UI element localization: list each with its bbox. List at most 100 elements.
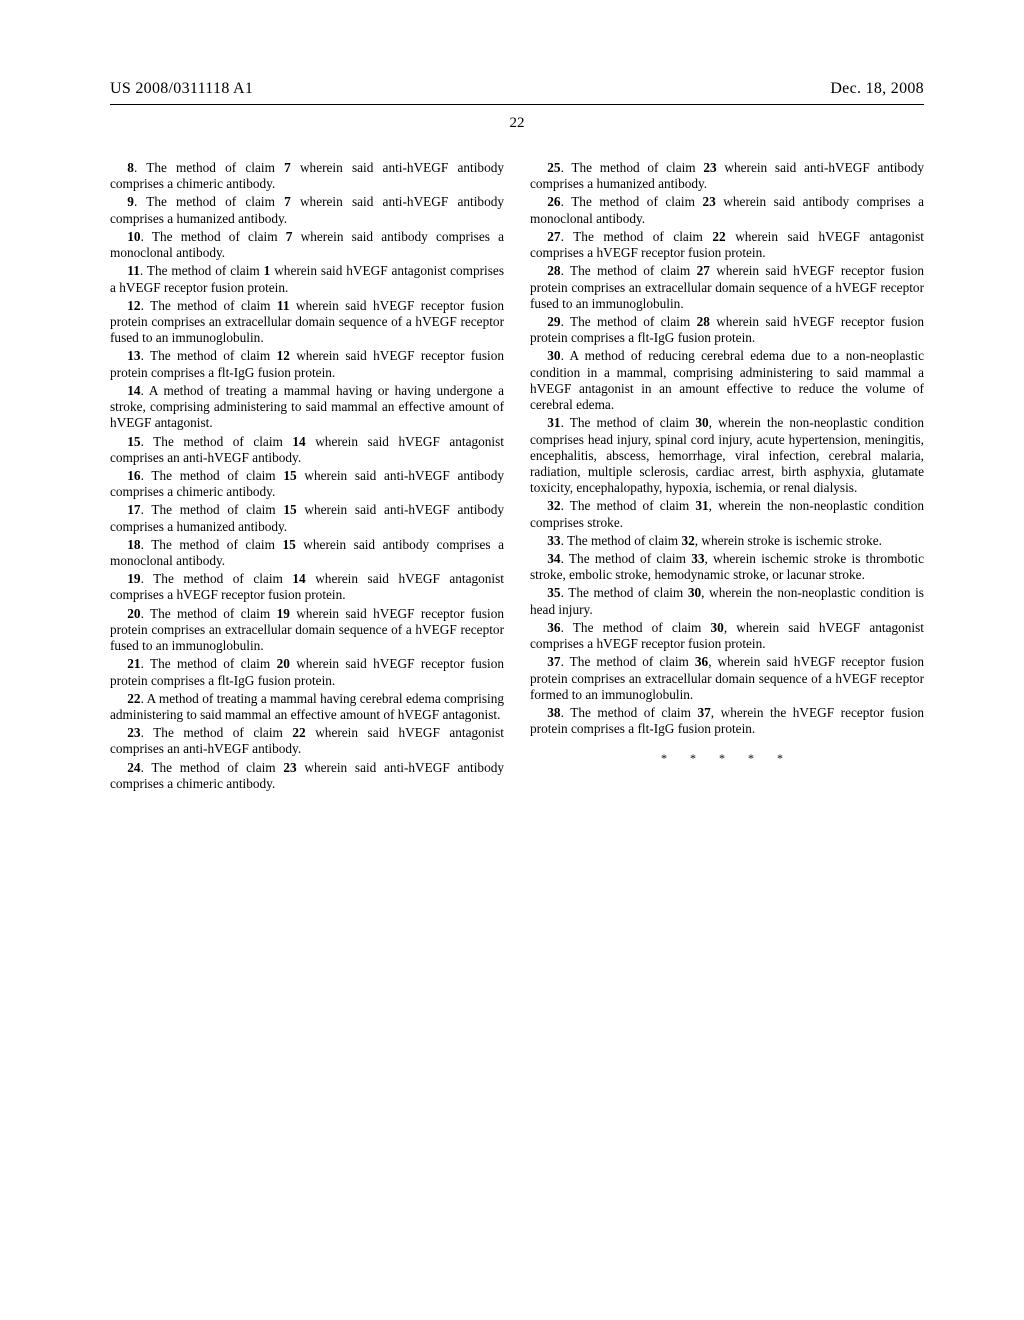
claim-ref: 22 <box>712 229 725 244</box>
claim-number: 12 <box>127 298 140 313</box>
claim-ref: 36 <box>695 654 708 669</box>
claim-ref: 11 <box>277 298 290 313</box>
claim-number: 25 <box>547 160 560 175</box>
claim-number: 16 <box>127 468 140 483</box>
claim-ref: 15 <box>282 537 295 552</box>
claim: 23. The method of claim 22 wherein said … <box>110 725 504 757</box>
claim-ref: 31 <box>695 498 708 513</box>
claim-text: . The method of claim <box>561 498 696 513</box>
claim: 18. The method of claim 15 wherein said … <box>110 537 504 569</box>
claim: 20. The method of claim 19 wherein said … <box>110 606 504 655</box>
claim-text: . The method of claim <box>141 606 277 621</box>
claim: 38. The method of claim 37, wherein the … <box>530 705 924 737</box>
claim-ref: 28 <box>697 314 710 329</box>
claim-text: . The method of claim <box>141 434 293 449</box>
claim: 34. The method of claim 33, wherein isch… <box>530 551 924 583</box>
claim-number: 9 <box>127 194 134 209</box>
claim: 30. A method of reducing cerebral edema … <box>530 348 924 413</box>
claim-ref: 14 <box>292 571 305 586</box>
claim-number: 35 <box>547 585 560 600</box>
claim: 19. The method of claim 14 wherein said … <box>110 571 504 603</box>
claim: 28. The method of claim 27 wherein said … <box>530 263 924 312</box>
claim-number: 31 <box>547 415 560 430</box>
claim-number: 18 <box>127 537 140 552</box>
claim-number: 38 <box>547 705 560 720</box>
claim-text: . The method of claim <box>561 705 698 720</box>
claim-ref: 19 <box>277 606 290 621</box>
page-number: 22 <box>110 115 924 132</box>
claim: 15. The method of claim 14 wherein said … <box>110 434 504 466</box>
claim: 37. The method of claim 36, wherein said… <box>530 654 924 703</box>
claim: 12. The method of claim 11 wherein said … <box>110 298 504 347</box>
claim-number: 32 <box>547 498 560 513</box>
claim-text: . A method of reducing cerebral edema du… <box>530 348 924 412</box>
end-of-claims-mark: * * * * * <box>530 751 924 766</box>
claim: 36. The method of claim 30, wherein said… <box>530 620 924 652</box>
claim-text: . The method of claim <box>561 551 692 566</box>
page-header: US 2008/0311118 A1 Dec. 18, 2008 <box>110 80 924 98</box>
claim: 33. The method of claim 32, wherein stro… <box>530 533 924 549</box>
claim-text: . The method of claim <box>561 585 688 600</box>
claim-text: . The method of claim <box>561 533 682 548</box>
claim-ref: 33 <box>691 551 704 566</box>
claim-number: 11 <box>127 263 140 278</box>
claim-ref: 15 <box>283 468 296 483</box>
claim-number: 15 <box>127 434 140 449</box>
claim-number: 26 <box>547 194 560 209</box>
claim-text: . The method of claim <box>141 760 284 775</box>
claim-text: . The method of claim <box>561 229 713 244</box>
claim-number: 23 <box>127 725 140 740</box>
claim: 17. The method of claim 15 wherein said … <box>110 502 504 534</box>
claim-ref: 23 <box>283 760 296 775</box>
claim-number: 29 <box>547 314 560 329</box>
claim-ref: 14 <box>292 434 305 449</box>
claim-text: . The method of claim <box>141 229 286 244</box>
claim-ref: 27 <box>697 263 710 278</box>
claim: 8. The method of claim 7 wherein said an… <box>110 160 504 192</box>
claim-ref: 30 <box>688 585 701 600</box>
claim-number: 20 <box>127 606 140 621</box>
claim: 26. The method of claim 23 wherein said … <box>530 194 924 226</box>
claim-text: . The method of claim <box>141 298 277 313</box>
claim-text: . The method of claim <box>134 160 284 175</box>
claim: 11. The method of claim 1 wherein said h… <box>110 263 504 295</box>
claim-text: . The method of claim <box>141 348 277 363</box>
claim-ref: 22 <box>292 725 305 740</box>
claim-ref: 23 <box>703 160 716 175</box>
claim-text: . The method of claim <box>140 263 264 278</box>
claim-text: . The method of claim <box>141 537 283 552</box>
claim: 10. The method of claim 7 wherein said a… <box>110 229 504 261</box>
claim-ref: 30 <box>711 620 724 635</box>
claim: 35. The method of claim 30, wherein the … <box>530 585 924 617</box>
claim: 9. The method of claim 7 wherein said an… <box>110 194 504 226</box>
claim-number: 22 <box>127 691 140 706</box>
claim: 32. The method of claim 31, wherein the … <box>530 498 924 530</box>
claim-ref: 7 <box>284 160 291 175</box>
claim-text: . The method of claim <box>561 654 695 669</box>
claim-number: 10 <box>127 229 140 244</box>
claim: 27. The method of claim 22 wherein said … <box>530 229 924 261</box>
claim-text: . The method of claim <box>134 194 284 209</box>
claim-text: . The method of claim <box>561 194 703 209</box>
claim-text: . The method of claim <box>561 160 704 175</box>
claim: 14. A method of treating a mammal having… <box>110 383 504 432</box>
claim-text: . The method of claim <box>561 263 697 278</box>
claim-ref: 7 <box>284 194 291 209</box>
claims-columns: 8. The method of claim 7 wherein said an… <box>110 160 924 792</box>
claim: 29. The method of claim 28 wherein said … <box>530 314 924 346</box>
claim-text: . The method of claim <box>141 725 293 740</box>
claim-number: 19 <box>127 571 140 586</box>
claim: 16. The method of claim 15 wherein said … <box>110 468 504 500</box>
claim-text-tail: , wherein stroke is ischemic stroke. <box>695 533 882 548</box>
publication-date: Dec. 18, 2008 <box>830 80 924 98</box>
claim-number: 8 <box>127 160 134 175</box>
claim-number: 27 <box>547 229 560 244</box>
claim-text: . A method of treating a mammal having c… <box>110 691 504 722</box>
claim: 31. The method of claim 30, wherein the … <box>530 415 924 496</box>
claim-text: . The method of claim <box>141 502 284 517</box>
claim: 22. A method of treating a mammal having… <box>110 691 504 723</box>
claim-number: 24 <box>127 760 140 775</box>
claim-ref: 23 <box>702 194 715 209</box>
claim-ref: 37 <box>697 705 710 720</box>
claim-ref: 12 <box>277 348 290 363</box>
